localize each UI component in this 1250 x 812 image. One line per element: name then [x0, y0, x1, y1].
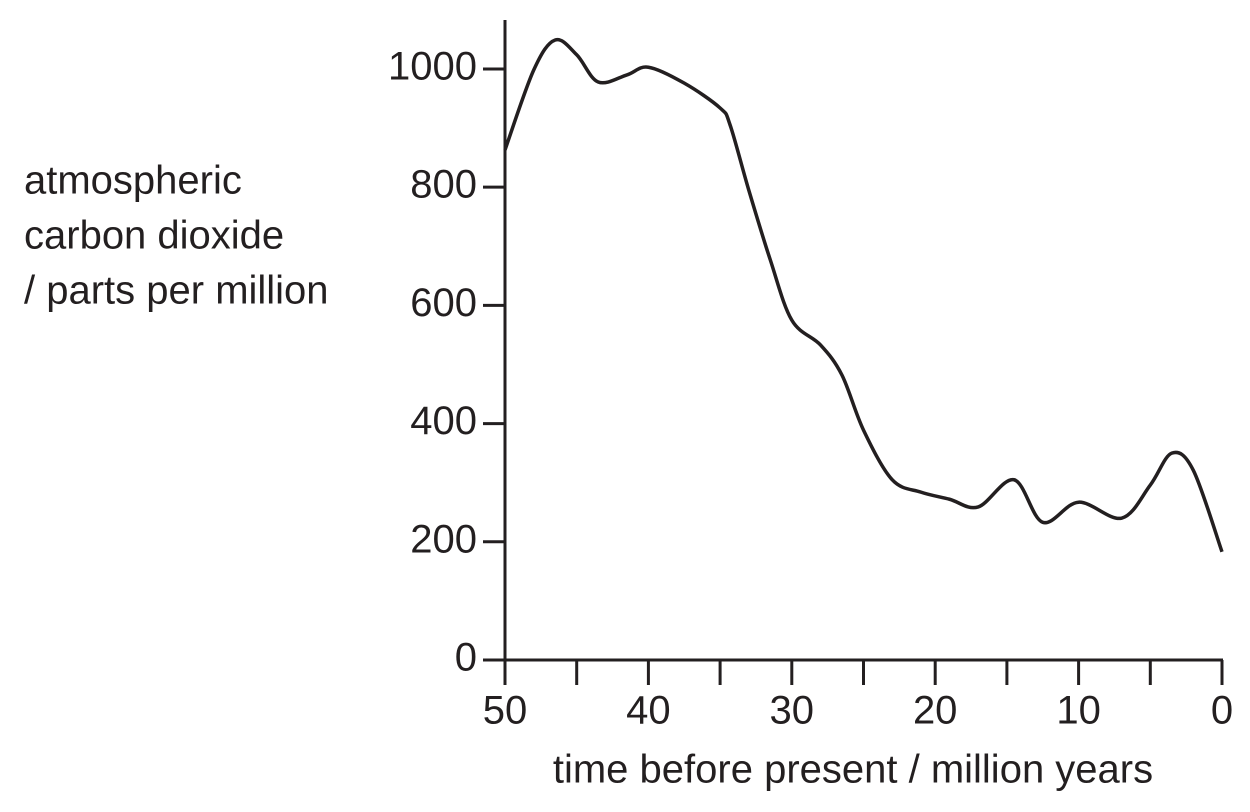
y-tick-label: 600: [410, 281, 477, 325]
x-tick-label: 40: [626, 689, 671, 733]
x-axis-label: time before present / million years: [553, 748, 1153, 792]
y-axis-label: / parts per million: [24, 269, 329, 313]
y-axis-label: carbon dioxide: [24, 214, 284, 258]
y-tick-label: 200: [410, 517, 477, 561]
x-tick-label: 30: [770, 689, 815, 733]
y-tick-label: 1000: [388, 45, 477, 89]
data-line: [503, 37, 1224, 553]
x-tick-label: 0: [1211, 689, 1233, 733]
x-tick-label: 20: [913, 689, 958, 733]
y-tick-label: 0: [455, 636, 477, 680]
y-axis-label: atmospheric: [24, 159, 242, 203]
y-tick-label: 400: [410, 399, 477, 443]
x-tick-label: 10: [1056, 689, 1101, 733]
x-tick-label: 50: [483, 689, 528, 733]
y-tick-label: 800: [410, 163, 477, 207]
